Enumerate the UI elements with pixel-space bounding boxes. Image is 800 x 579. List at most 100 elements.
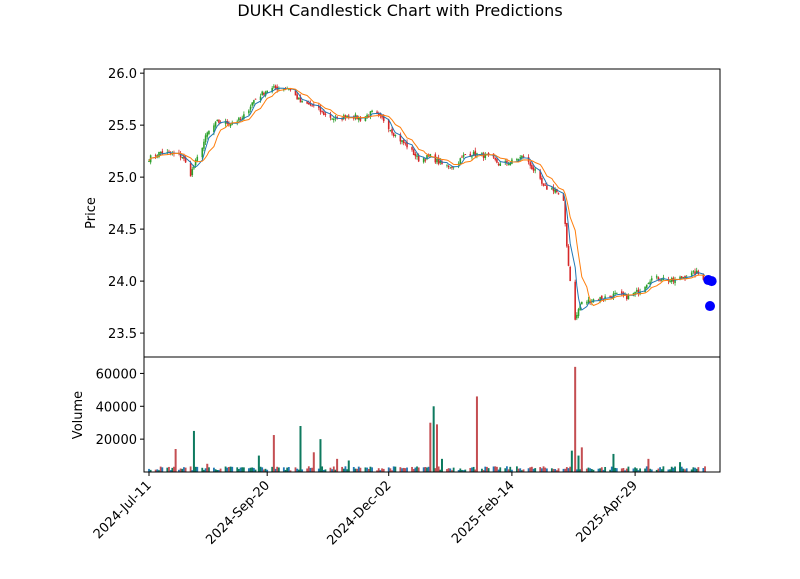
candle-body bbox=[644, 286, 646, 293]
candle-body bbox=[484, 153, 487, 159]
volume-spike-bar bbox=[312, 452, 315, 472]
candle-body bbox=[451, 166, 453, 168]
volume-bar bbox=[550, 468, 553, 472]
volume-bar bbox=[680, 466, 683, 472]
candle-body bbox=[610, 296, 613, 298]
candle-body bbox=[394, 134, 397, 136]
volume-bar bbox=[331, 469, 334, 472]
volume-bar bbox=[377, 468, 380, 472]
candle-body bbox=[637, 289, 640, 294]
volume-bar bbox=[346, 469, 348, 472]
volume-bar bbox=[266, 469, 269, 472]
candle-body bbox=[253, 100, 255, 104]
volume-bar bbox=[562, 468, 565, 472]
candle-body bbox=[334, 117, 337, 119]
candle-body bbox=[274, 85, 277, 89]
volume-bar bbox=[183, 467, 185, 472]
candle-body bbox=[208, 130, 210, 135]
candle-body bbox=[301, 100, 303, 102]
candle-body bbox=[336, 116, 338, 118]
candle-body bbox=[587, 299, 590, 304]
volume-bar bbox=[545, 468, 548, 472]
candle-body bbox=[612, 293, 615, 299]
candle-body bbox=[586, 302, 588, 304]
candle-body bbox=[357, 117, 360, 120]
volume-bar bbox=[694, 467, 696, 472]
volume-bar bbox=[522, 469, 525, 472]
volume-plot-area bbox=[144, 357, 720, 472]
candle-body bbox=[387, 119, 390, 130]
candle-body bbox=[441, 161, 443, 165]
price-y-tick-label: 24.0 bbox=[108, 275, 137, 290]
volume-bar bbox=[284, 469, 287, 472]
candle-body bbox=[382, 116, 385, 122]
volume-bar bbox=[462, 470, 465, 472]
volume-bar bbox=[201, 467, 204, 472]
volume-bar bbox=[662, 466, 665, 472]
candle-body bbox=[464, 154, 467, 156]
volume-bar bbox=[650, 469, 653, 472]
volume-bar bbox=[585, 468, 588, 472]
candle-body bbox=[566, 223, 568, 247]
volume-bar bbox=[554, 469, 557, 472]
price-panel: 23.5 24.0 24.5 25.0 25.5 26.0 Price bbox=[84, 67, 720, 357]
volume-bar bbox=[657, 468, 660, 472]
volume-bar bbox=[307, 466, 310, 472]
volume-bar bbox=[487, 468, 490, 472]
volume-bar bbox=[208, 467, 210, 472]
volume-bar bbox=[329, 467, 332, 472]
candle-body bbox=[399, 134, 402, 142]
volume-bar bbox=[471, 467, 473, 472]
volume-bar bbox=[194, 466, 197, 472]
volume-bar bbox=[158, 470, 160, 472]
candle-body bbox=[576, 314, 578, 319]
candle-body bbox=[322, 111, 325, 115]
candle-body bbox=[487, 153, 490, 155]
candle-body bbox=[494, 157, 497, 160]
volume-bar bbox=[297, 469, 300, 472]
volume-bar bbox=[376, 470, 378, 472]
candle-body bbox=[476, 153, 478, 156]
candle-body bbox=[521, 155, 523, 159]
candle-body bbox=[577, 309, 580, 317]
candle-body bbox=[625, 293, 628, 300]
candle-body bbox=[449, 167, 452, 169]
candle-body bbox=[264, 91, 267, 96]
volume-bar bbox=[214, 469, 217, 472]
volume-bar bbox=[492, 466, 495, 472]
volume-spike-bar bbox=[347, 460, 350, 472]
ma-short-line bbox=[148, 87, 706, 311]
volume-bar bbox=[411, 466, 413, 472]
volume-bar bbox=[569, 466, 572, 472]
volume-bar bbox=[359, 467, 362, 472]
volume-bar bbox=[544, 467, 547, 472]
volume-bar bbox=[196, 466, 199, 472]
volume-axis-label: Volume bbox=[71, 391, 86, 439]
candle-body bbox=[332, 119, 335, 121]
volume-bar bbox=[702, 468, 705, 472]
candle-body bbox=[228, 123, 230, 125]
candle-body bbox=[183, 155, 185, 159]
volume-bar bbox=[204, 468, 207, 472]
candle-body bbox=[392, 133, 395, 136]
candle-body bbox=[694, 271, 696, 276]
candle-body bbox=[201, 147, 204, 158]
volume-bar bbox=[342, 468, 345, 472]
price-y-tick-label: 25.5 bbox=[108, 119, 137, 134]
chart-title: DUKH Candlestick Chart with Predictions bbox=[237, 1, 562, 20]
volume-bar bbox=[274, 468, 277, 472]
volume-bar bbox=[704, 466, 706, 472]
candle-body bbox=[544, 184, 547, 186]
candle-body bbox=[238, 117, 240, 121]
candle-body bbox=[649, 281, 651, 285]
volume-bar bbox=[669, 469, 671, 472]
volume-y-tick-label: 20000 bbox=[96, 433, 137, 448]
candle-body bbox=[690, 272, 693, 276]
candle-body bbox=[554, 189, 556, 193]
volume-bar bbox=[169, 470, 172, 472]
volume-bar bbox=[371, 467, 373, 472]
volume-bar bbox=[166, 467, 169, 472]
volume-spike-bar bbox=[272, 435, 275, 472]
candle-body bbox=[331, 118, 333, 120]
volume-bar bbox=[259, 466, 262, 472]
